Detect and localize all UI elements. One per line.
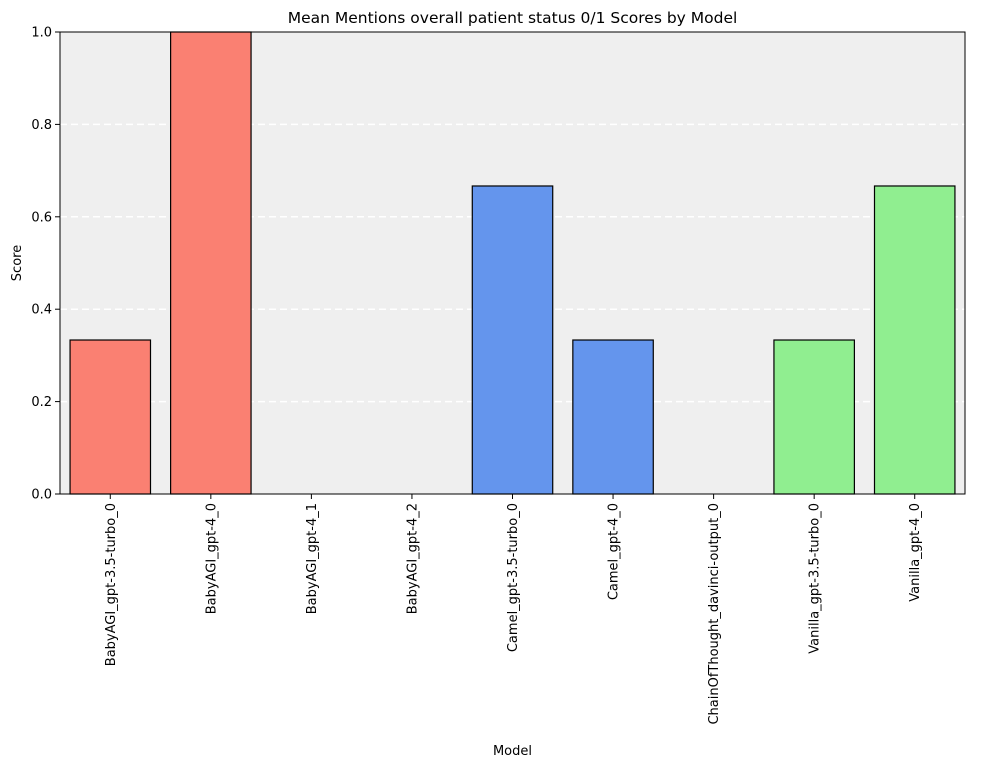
y-tick-label: 1.0 — [31, 26, 52, 41]
x-tick-label: BabyAGI_gpt-4_0 — [204, 503, 219, 614]
x-tick-label: Vanilla_gpt-3.5-turbo_0 — [808, 503, 823, 654]
x-tick-label: ChainOfThought_davinci-output_0 — [707, 503, 722, 725]
bar — [873, 185, 956, 495]
bar — [773, 339, 855, 495]
y-ticks: 0.0 0.2 0.4 0.6 0.8 1.0 — [31, 26, 60, 503]
bar — [471, 185, 554, 495]
x-tick-label: BabyAGI_gpt-3.5-turbo_0 — [104, 503, 119, 666]
y-tick-label: 0.4 — [31, 303, 52, 318]
x-tick-label: Camel_gpt-3.5-turbo_0 — [506, 503, 521, 652]
bar — [69, 339, 152, 495]
y-tick-label: 0.8 — [31, 118, 52, 133]
bar — [170, 31, 252, 495]
bar — [572, 339, 654, 495]
x-tick-label: Camel_gpt-4_0 — [607, 503, 622, 600]
x-tick-label: Vanilla_gpt-4_0 — [908, 503, 923, 602]
y-tick-label: 0.6 — [31, 210, 52, 225]
chart-title: Mean Mentions overall patient status 0/1… — [288, 9, 738, 27]
x-tick-label: BabyAGI_gpt-4_2 — [405, 503, 420, 614]
x-tick-label: BabyAGI_gpt-4_1 — [305, 503, 320, 614]
x-ticks: BabyAGI_gpt-3.5-turbo_0 BabyAGI_gpt-4_0 Ba… — [104, 494, 923, 725]
y-tick-label: 0.0 — [31, 488, 52, 503]
y-axis-label: Score — [10, 245, 25, 281]
y-tick-label: 0.2 — [31, 395, 52, 410]
x-axis-label: Model — [493, 744, 532, 759]
